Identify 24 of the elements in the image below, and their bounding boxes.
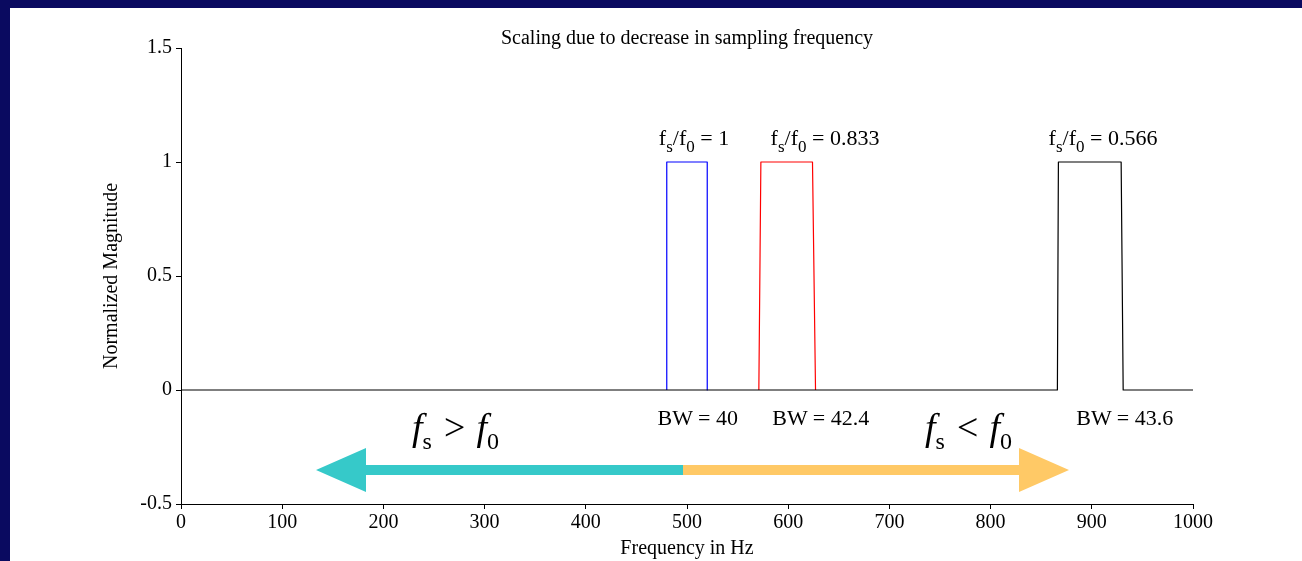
x-tick-label: 300 [469,510,500,533]
annotation: BW = 40 [657,405,739,430]
x-tick-label: 200 [368,510,399,533]
y-tick-label: 0.5 [147,263,172,286]
y-tick-label: 0 [162,377,172,400]
x-tick-label: 800 [975,510,1006,533]
x-tick-label: 400 [570,510,601,533]
chart-title: Scaling due to decrease in sampling frequency [500,26,874,49]
y-axis-title: Normalized Magnitude [99,182,123,370]
x-tick-label: 900 [1076,510,1107,533]
x-tick-label: 100 [267,510,298,533]
y-tick-label: -0.5 [140,491,172,514]
y-tick-label: 1 [162,149,172,172]
x-tick-label: 1000 [1173,510,1213,533]
x-tick-label: 600 [773,510,804,533]
annotation: BW = 43.6 [1076,405,1174,430]
x-tick-label: 700 [874,510,905,533]
annotation: f$_{s}$ < f$_{0}$ [925,405,1013,455]
y-tick-label: 1.5 [147,35,172,58]
annotation: BW = 42.4 [772,405,870,430]
x-tick-label: 500 [672,510,702,533]
x-axis-title: Frequency in Hz [620,536,754,560]
x-tick-label: 0 [176,510,186,533]
annotation: f$_{s}$ > f$_{0}$ [412,405,500,455]
